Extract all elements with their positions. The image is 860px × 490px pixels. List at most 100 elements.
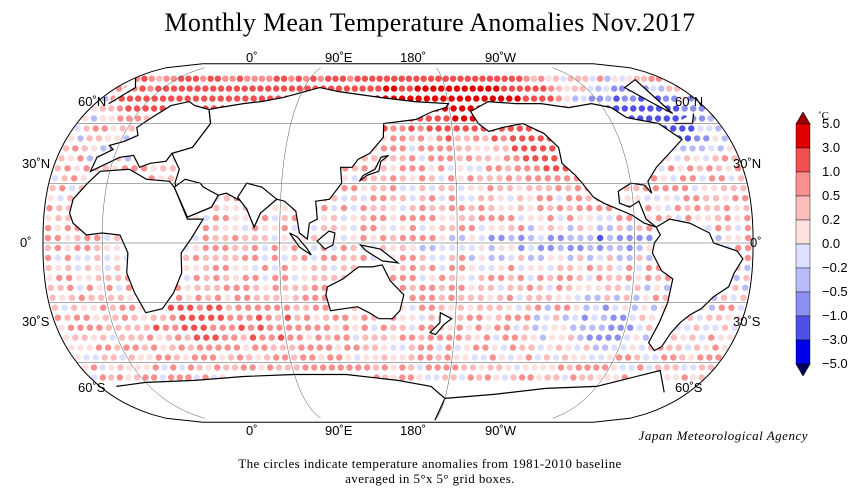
anomaly-dot: [83, 165, 90, 172]
anomaly-dot: [516, 125, 523, 132]
anomaly-dot: [439, 264, 446, 272]
anomaly-dot: [193, 334, 201, 341]
anomaly-dot: [273, 85, 280, 92]
anomaly-dot: [698, 145, 706, 152]
anomaly-dot: [409, 155, 416, 162]
anomaly-dot: [261, 234, 269, 242]
anomaly-dot: [193, 264, 200, 272]
anomaly-dot: [137, 334, 144, 341]
anomaly-dot: [271, 234, 278, 242]
anomaly-dot: [626, 75, 633, 82]
anomaly-dot: [671, 95, 678, 102]
anomaly-dot: [557, 214, 564, 222]
anomaly-dot: [44, 224, 52, 232]
anomaly-dot: [250, 95, 257, 102]
anomaly-dot: [59, 185, 66, 192]
anomaly-dot: [541, 155, 549, 162]
anomaly-dot: [508, 214, 515, 222]
anomaly-dot: [202, 254, 209, 262]
anomaly-dot: [68, 294, 76, 301]
anomaly-dot: [552, 75, 560, 82]
anomaly-dot: [83, 354, 90, 361]
anomaly-dot: [525, 354, 533, 361]
anomaly-dot: [439, 214, 446, 222]
anomaly-dot: [64, 224, 72, 232]
anomaly-dot: [636, 254, 643, 262]
anomaly-dot: [208, 314, 215, 321]
anomaly-dot: [448, 274, 456, 282]
anomaly-dot: [595, 334, 603, 341]
anomaly-dot: [537, 214, 544, 222]
anomaly-dot: [236, 354, 244, 361]
anomaly-dot: [409, 274, 416, 282]
anomaly-dot: [371, 344, 379, 351]
anomaly-dot: [155, 354, 162, 361]
anomaly-dot: [690, 105, 697, 112]
anomaly-dot: [731, 324, 738, 331]
anomaly-dot: [350, 214, 357, 222]
anomaly-dot: [458, 254, 466, 262]
anomaly-dot: [390, 175, 397, 182]
anomaly-dot: [546, 344, 554, 351]
lat-label-right-30n: 30˚N: [733, 156, 762, 171]
anomaly-dot: [466, 165, 474, 172]
anomaly-dot: [725, 234, 732, 242]
anomaly-dot: [291, 224, 298, 232]
anomaly-dot: [73, 314, 81, 321]
anomaly-dot: [712, 155, 719, 162]
anomaly-dot: [503, 324, 511, 331]
anomaly-dot: [175, 294, 183, 301]
anomaly-dot: [650, 85, 657, 92]
anomaly-dot: [496, 304, 503, 311]
anomaly-dot: [666, 344, 673, 351]
anomaly-dot: [484, 374, 491, 381]
anomaly-dot: [646, 364, 653, 371]
anomaly-dot: [44, 254, 52, 262]
anomaly-dot: [436, 334, 444, 341]
anomaly-dot: [603, 85, 610, 92]
anomaly-dot: [304, 324, 312, 331]
anomaly-dot: [65, 274, 73, 282]
anomaly-dot: [735, 244, 742, 252]
anomaly-dot: [420, 75, 427, 82]
anomaly-dot: [541, 324, 549, 331]
anomaly-dot: [601, 364, 609, 371]
anomaly-dot: [419, 264, 426, 272]
anomaly-dot: [409, 314, 416, 321]
anomaly-dot: [409, 264, 416, 272]
anomaly-dot: [465, 334, 472, 341]
anomaly-dot: [526, 294, 533, 301]
anomaly-dot: [546, 195, 553, 202]
anomaly-dot: [409, 244, 416, 252]
anomaly-dot: [731, 155, 738, 162]
anomaly-dot: [670, 334, 678, 341]
anomaly-dot: [654, 115, 662, 122]
anomaly-dot: [460, 115, 468, 122]
anomaly-dot: [518, 254, 525, 262]
anomaly-dot: [242, 224, 249, 232]
anomaly-dot: [705, 224, 712, 232]
anomaly-dot: [481, 95, 488, 102]
anomaly-dot: [91, 105, 98, 112]
anomaly-dot: [633, 334, 640, 341]
anomaly-dot: [399, 284, 407, 291]
anomaly-dot: [408, 364, 415, 371]
anomaly-dot: [216, 304, 223, 311]
anomaly-dot: [666, 85, 673, 92]
anomaly-dot: [537, 244, 545, 252]
anomaly-dot: [150, 105, 158, 112]
lon-label-top-0: 0˚: [246, 50, 258, 65]
anomaly-dot: [588, 354, 596, 361]
anomaly-dot: [742, 195, 749, 202]
anomaly-dot: [696, 165, 703, 172]
anomaly-dot: [98, 294, 105, 301]
anomaly-dot: [151, 95, 158, 102]
anomaly-dot: [417, 354, 424, 361]
anomaly-dot: [49, 294, 56, 301]
anomaly-dot: [184, 284, 191, 291]
anomaly-dot: [72, 145, 79, 152]
anomaly-dot: [706, 125, 713, 132]
anomaly-dot: [376, 75, 383, 82]
anomaly-dot: [67, 324, 75, 331]
anomaly-dot: [85, 274, 93, 282]
